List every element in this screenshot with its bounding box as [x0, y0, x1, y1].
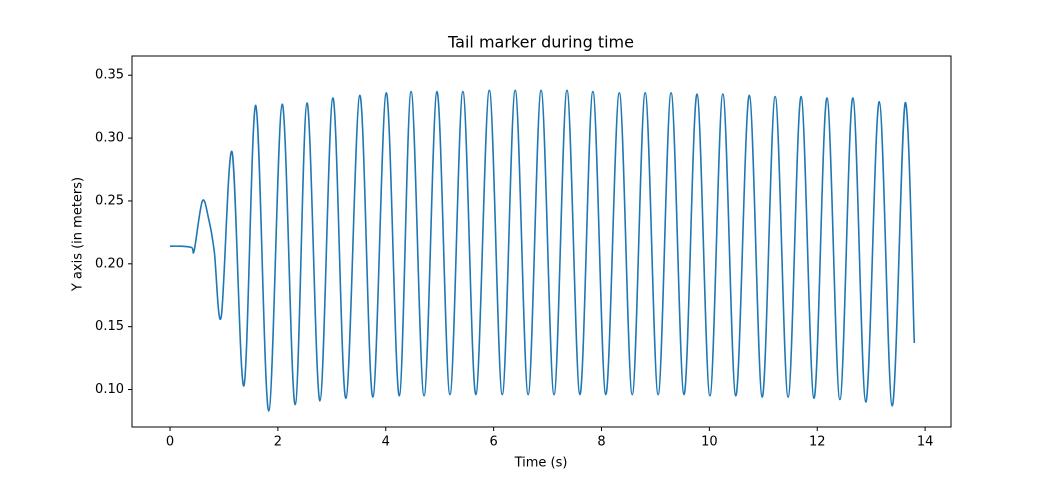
- y-axis-label: Y axis (in meters): [71, 177, 86, 292]
- y-tick-label: 0.35: [95, 68, 124, 83]
- x-tick-label: 10: [701, 435, 718, 450]
- y-tick-label: 0.15: [95, 319, 124, 334]
- x-tick-label: 2: [274, 435, 282, 450]
- x-axis-label: Time (s): [514, 456, 568, 471]
- y-tick-label: 0.10: [95, 382, 124, 397]
- y-tick-label: 0.25: [95, 193, 124, 208]
- x-tick-label: 0: [166, 435, 174, 450]
- data-line: [170, 89, 916, 412]
- y-tick-label: 0.20: [95, 256, 124, 271]
- chart-title: Tail marker during time: [447, 33, 634, 52]
- x-tick-label: 6: [489, 435, 497, 450]
- x-tick-label: 8: [597, 435, 605, 450]
- x-tick-label: 4: [382, 435, 390, 450]
- x-tick-label: 14: [917, 435, 934, 450]
- plot-frame: [131, 55, 952, 428]
- y-tick-label: 0.30: [95, 131, 124, 146]
- x-tick-label: 12: [809, 435, 826, 450]
